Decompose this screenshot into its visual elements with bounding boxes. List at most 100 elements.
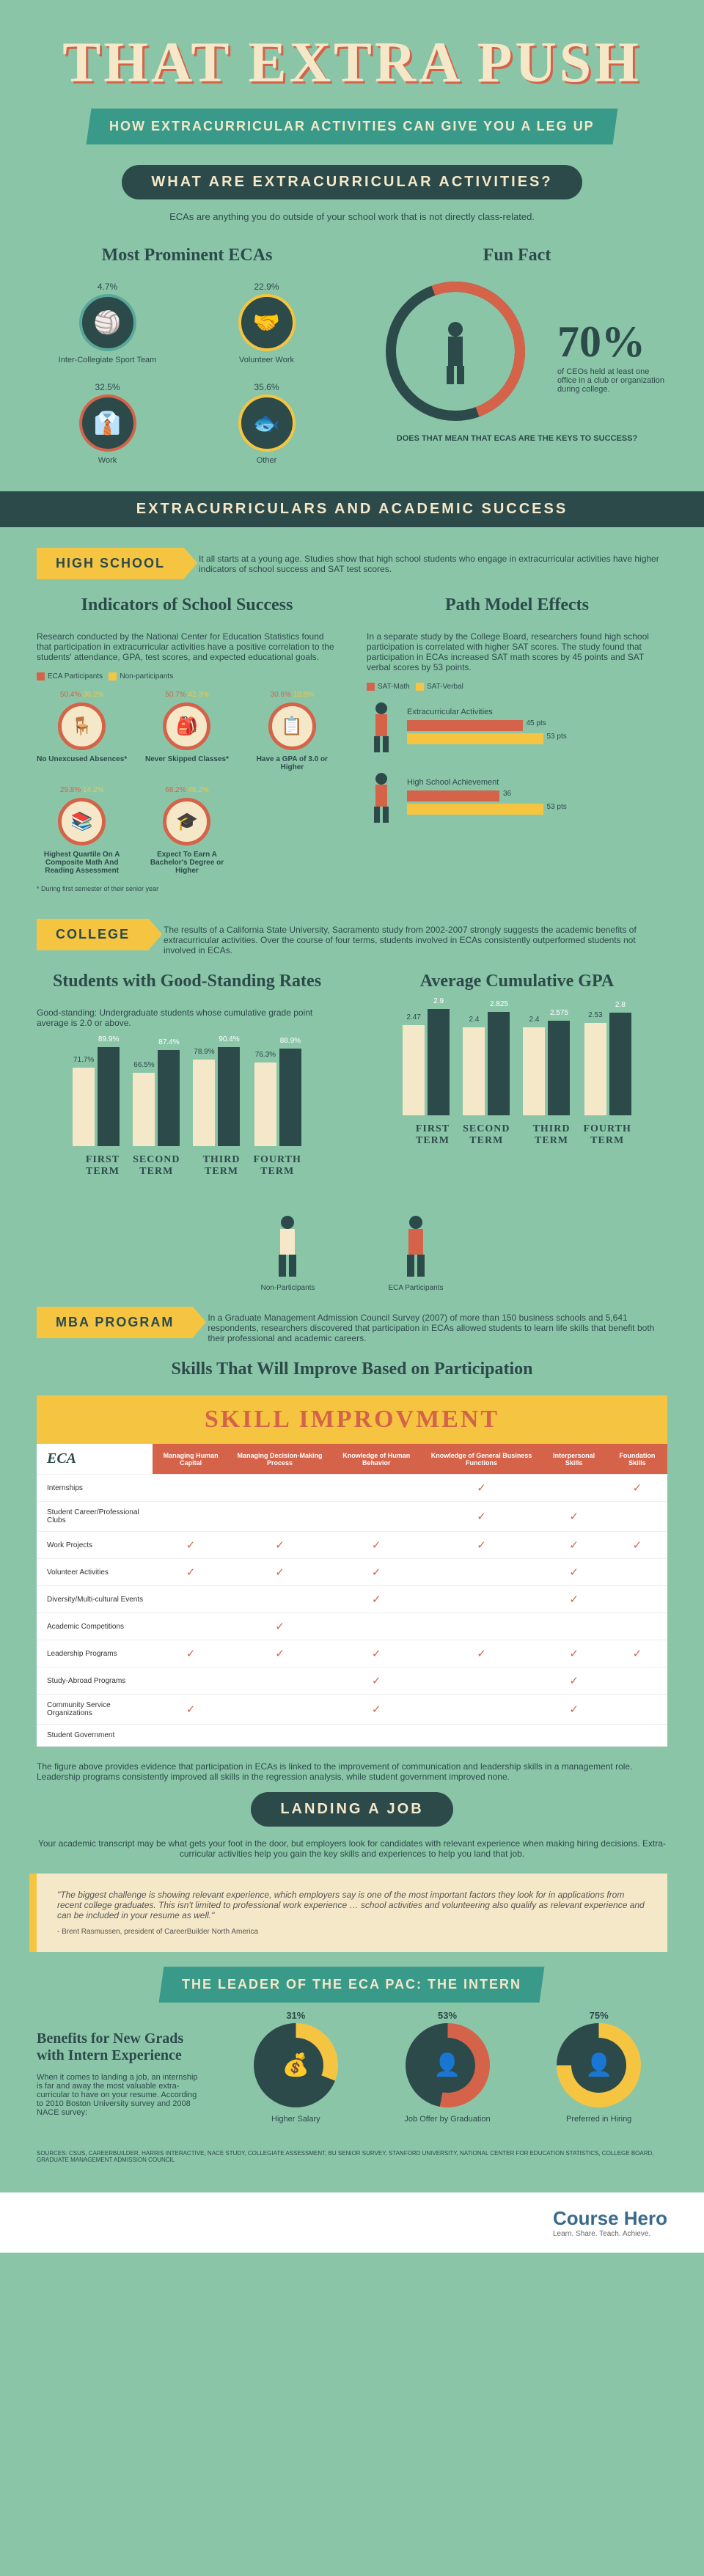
eca-item: 4.7%🏐Inter-Collegiate Sport Team — [37, 282, 178, 364]
quote-text: "The biggest challenge is showing releva… — [57, 1890, 647, 1920]
table-row: Volunteer Activities✓✓✓✓ — [37, 1559, 667, 1586]
donut-chart: 75%👤 — [557, 2023, 641, 2107]
goodstanding-note: Good-standing: Undergraduate students wh… — [37, 1008, 337, 1028]
eca-icon: 🤝 — [238, 294, 296, 351]
brand-tagline: Learn. Share. Teach. Achieve. — [553, 2230, 667, 2238]
donuts-row: 31%💰Higher Salary53%👤Job Offer by Gradua… — [227, 2023, 667, 2124]
indicator-item: 30.6% 10.8%📋Have a GPA of 3.0 or Higher — [247, 691, 337, 771]
funfact-text: of CEOs held at least one office in a cl… — [557, 367, 667, 394]
eca-icon: 👔 — [79, 395, 136, 452]
college-tag-text: The results of a California State Univer… — [164, 919, 667, 955]
eca-item: 22.9%🤝Volunteer Work — [196, 282, 337, 364]
skills-title: Skills That Will Improve Based on Partic… — [37, 1359, 667, 1379]
skill-table: ECAManaging Human CapitalManaging Decisi… — [37, 1444, 667, 1747]
people-legend: Non-Participants ECA Participants — [37, 1214, 667, 1292]
section-1-cols: Most Prominent ECAs 4.7%🏐Inter-Collegiat… — [37, 246, 667, 465]
section-1-heading: WHAT ARE EXTRACURRICULAR ACTIVITIES? — [122, 165, 582, 199]
funfact-percent: 70% — [557, 317, 667, 367]
indicator-item: 29.8% 14.2%📚Highest Quartile On A Compos… — [37, 786, 127, 875]
path-text: In a separate study by the College Board… — [367, 631, 667, 672]
bar-group: 2.42.825SECONDTERM — [463, 1012, 510, 1147]
benefits-text: When it comes to landing a job, an inter… — [37, 2073, 205, 2117]
eca-icon: 🐟 — [238, 395, 296, 452]
benefits-title: Benefits for New Grads with Intern Exper… — [37, 2030, 205, 2064]
indicators-text: Research conducted by the National Cente… — [37, 631, 337, 662]
bar-group: 76.3%88.9%FOURTHTERM — [253, 1049, 301, 1178]
infographic-container: THAT EXTRA PUSH HOW EXTRACURRICULAR ACTI… — [0, 0, 704, 2192]
indicator-item: 68.2% 48.2%🎓Expect To Earn A Bachelor's … — [142, 786, 232, 875]
college-tag: COLLEGE — [37, 919, 149, 950]
donut-chart: 31%💰 — [254, 2023, 338, 2107]
subtitle-banner: HOW EXTRACURRICULAR ACTIVITIES CAN GIVE … — [87, 109, 618, 144]
eca-grid: 4.7%🏐Inter-Collegiate Sport Team22.9%🤝Vo… — [37, 282, 337, 465]
donut-item: 75%👤Preferred in Hiring — [530, 2023, 667, 2124]
eca-item: 32.5%👔Work — [37, 382, 178, 465]
skill-caption: The figure above provides evidence that … — [37, 1761, 667, 1782]
indicator-item: 50.7% 42.3%🎒Never Skipped Classes* — [142, 691, 232, 771]
person-figure: ECA Participants — [388, 1214, 443, 1292]
footer: Course Hero Learn. Share. Teach. Achieve… — [0, 2192, 704, 2253]
indicator-icon: 🎓 — [163, 798, 210, 845]
indicator-item: 50.4% 36.2%🪑No Unexcused Absences* — [37, 691, 127, 771]
table-row: Student Career/Professional Clubs✓✓ — [37, 1502, 667, 1532]
brand-logo: Course Hero — [553, 2207, 667, 2230]
skill-table-wrap: SKILL IMPROVMENT ECAManaging Human Capit… — [37, 1395, 667, 1747]
table-row: Leadership Programs✓✓✓✓✓✓ — [37, 1640, 667, 1667]
bar-group: 2.42.575THIRDTERM — [523, 1021, 570, 1147]
main-title: THAT EXTRA PUSH — [37, 29, 667, 95]
goodstanding-title: Students with Good-Standing Rates — [37, 972, 337, 991]
mba-tag-text: In a Graduate Management Admission Counc… — [208, 1307, 667, 1343]
funfact-title: Fun Fact — [367, 246, 667, 265]
eca-icon: 🏐 — [79, 294, 136, 351]
gpa-title: Average Cumulative GPA — [367, 972, 667, 991]
table-row: Community Service Organizations✓✓✓ — [37, 1695, 667, 1725]
person-figure: Non-Participants — [261, 1214, 315, 1292]
quote-attribution: - Brent Rasmussen, president of CareerBu… — [57, 1928, 647, 1936]
table-row: Internships✓✓ — [37, 1475, 667, 1502]
landing-intro: Your academic transcript may be what get… — [37, 1838, 667, 1859]
table-row: Student Government — [37, 1725, 667, 1747]
table-row: Work Projects✓✓✓✓✓✓ — [37, 1532, 667, 1559]
bar-group: 71.7%89.9%FIRSTTERM — [73, 1047, 120, 1178]
bar-group: 66.5%87.4%SECONDTERM — [133, 1050, 180, 1178]
bar-group: 78.9%90.4%THIRDTERM — [193, 1047, 240, 1178]
table-row: Diversity/Multi-cultural Events✓✓ — [37, 1586, 667, 1613]
intern-banner: THE LEADER OF THE ECA PAC: THE INTERN — [159, 1967, 545, 2003]
eca-item: 35.6%🐟Other — [196, 382, 337, 465]
path-legend: SAT-Math SAT-Verbal — [367, 683, 667, 691]
indicator-icon: 📋 — [268, 702, 316, 750]
quote-box: "The biggest challenge is showing releva… — [37, 1874, 667, 1952]
indicator-icon: 📚 — [58, 798, 106, 845]
path-title: Path Model Effects — [367, 595, 667, 615]
goodstanding-chart: 71.7%89.9%FIRSTTERM 66.5%87.4%SECONDTERM 7… — [37, 1038, 337, 1178]
donut-item: 31%💰Higher Salary — [227, 2023, 364, 2124]
section-2-banner: EXTRACURRICULARS AND ACADEMIC SUCCESS — [0, 491, 704, 527]
donut-item: 53%👤Job Offer by Graduation — [379, 2023, 516, 2124]
bar-group: 2.532.8FOURTHTERM — [583, 1013, 631, 1147]
indicators-footnote: * During first semester of their senior … — [37, 885, 337, 892]
highschool-tag: HIGH SCHOOL — [37, 548, 184, 579]
indicator-icon: 🪑 — [58, 702, 106, 750]
section-5-heading: LANDING A JOB — [251, 1792, 452, 1827]
mba-tag: MBA PROGRAM — [37, 1307, 193, 1338]
path-bars: Extracurricular Activities45 pts53 pts Hi… — [367, 701, 667, 823]
indicator-icon: 🎒 — [163, 702, 210, 750]
skill-table-header: SKILL IMPROVMENT — [37, 1395, 667, 1444]
table-row: Study-Abroad Programs✓✓ — [37, 1667, 667, 1695]
donut-chart: 53%👤 — [406, 2023, 490, 2107]
indicator-grid: 50.4% 36.2%🪑No Unexcused Absences*50.7% … — [37, 691, 337, 875]
table-row: Academic Competitions✓ — [37, 1613, 667, 1640]
indicators-legend: ECA Participants Non-participants — [37, 672, 337, 680]
path-bar-group: High School Achievement3653 pts — [367, 771, 667, 823]
section-1-intro: ECAs are anything you do outside of your… — [37, 211, 667, 222]
sources-text: SOURCES: CSUS, CAREERBUILDER, HARRIS INT… — [37, 2150, 667, 2163]
bar-group: 2.472.9FIRSTTERM — [403, 1009, 450, 1147]
path-bar-group: Extracurricular Activities45 pts53 pts — [367, 701, 667, 752]
benefits-row: Benefits for New Grads with Intern Exper… — [37, 2023, 667, 2124]
funfact-subtext: DOES THAT MEAN THAT ECAS ARE THE KEYS TO… — [367, 434, 667, 443]
funfact-donut — [386, 282, 525, 421]
highschool-tag-text: It all starts at a young age. Studies sh… — [199, 548, 667, 574]
prominent-ecas-title: Most Prominent ECAs — [37, 246, 337, 265]
gpa-chart: 2.472.9FIRSTTERM 2.42.825SECONDTERM 2.42.5… — [367, 1008, 667, 1147]
indicators-title: Indicators of School Success — [37, 595, 337, 615]
